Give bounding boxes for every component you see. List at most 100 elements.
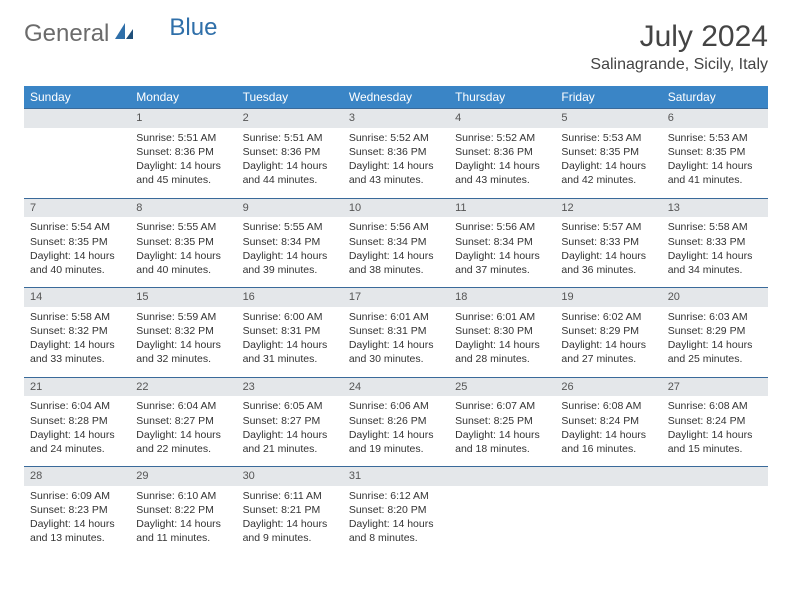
daylight-text: Daylight: 14 hours and 32 minutes.	[136, 338, 230, 366]
sunset-text: Sunset: 8:27 PM	[243, 414, 337, 428]
day-body: Sunrise: 6:09 AMSunset: 8:23 PMDaylight:…	[24, 486, 130, 556]
day-number: 2	[237, 109, 343, 128]
day-number: 5	[555, 109, 661, 128]
sunset-text: Sunset: 8:35 PM	[668, 145, 762, 159]
daylight-text: Daylight: 14 hours and 39 minutes.	[243, 249, 337, 277]
logo: General Blue	[24, 20, 217, 48]
day-body: Sunrise: 5:52 AMSunset: 8:36 PMDaylight:…	[449, 128, 555, 198]
day-body: Sunrise: 6:04 AMSunset: 8:27 PMDaylight:…	[130, 396, 236, 466]
month-title: July 2024	[590, 20, 768, 54]
day-number: 22	[130, 378, 236, 397]
daylight-text: Daylight: 14 hours and 8 minutes.	[349, 517, 443, 545]
sunset-text: Sunset: 8:34 PM	[455, 235, 549, 249]
calendar-body: 1Sunrise: 5:51 AMSunset: 8:36 PMDaylight…	[24, 109, 768, 556]
sunrise-text: Sunrise: 5:56 AM	[349, 220, 443, 234]
day-number: 10	[343, 199, 449, 218]
day-body	[449, 486, 555, 544]
day-number: 14	[24, 288, 130, 307]
sunset-text: Sunset: 8:21 PM	[243, 503, 337, 517]
sunrise-text: Sunrise: 6:12 AM	[349, 489, 443, 503]
day-number: 31	[343, 467, 449, 486]
day-number: 3	[343, 109, 449, 128]
day-number: 21	[24, 378, 130, 397]
weekday-saturday: Saturday	[662, 86, 768, 109]
day-body: Sunrise: 5:53 AMSunset: 8:35 PMDaylight:…	[555, 128, 661, 198]
daylight-text: Daylight: 14 hours and 15 minutes.	[668, 428, 762, 456]
sunrise-text: Sunrise: 5:52 AM	[455, 131, 549, 145]
day-body: Sunrise: 6:01 AMSunset: 8:30 PMDaylight:…	[449, 307, 555, 377]
calendar-day-cell: 29Sunrise: 6:10 AMSunset: 8:22 PMDayligh…	[130, 467, 236, 556]
calendar-day-cell: 11Sunrise: 5:56 AMSunset: 8:34 PMDayligh…	[449, 198, 555, 288]
day-number: 9	[237, 199, 343, 218]
calendar-day-cell: 21Sunrise: 6:04 AMSunset: 8:28 PMDayligh…	[24, 377, 130, 467]
day-body: Sunrise: 6:05 AMSunset: 8:27 PMDaylight:…	[237, 396, 343, 466]
calendar-day-cell: 20Sunrise: 6:03 AMSunset: 8:29 PMDayligh…	[662, 288, 768, 378]
sunset-text: Sunset: 8:32 PM	[136, 324, 230, 338]
sunrise-text: Sunrise: 6:01 AM	[349, 310, 443, 324]
sunset-text: Sunset: 8:26 PM	[349, 414, 443, 428]
day-body: Sunrise: 6:08 AMSunset: 8:24 PMDaylight:…	[555, 396, 661, 466]
daylight-text: Daylight: 14 hours and 16 minutes.	[561, 428, 655, 456]
calendar-day-cell: 24Sunrise: 6:06 AMSunset: 8:26 PMDayligh…	[343, 377, 449, 467]
calendar-day-cell: 12Sunrise: 5:57 AMSunset: 8:33 PMDayligh…	[555, 198, 661, 288]
day-number	[662, 467, 768, 486]
daylight-text: Daylight: 14 hours and 44 minutes.	[243, 159, 337, 187]
sunrise-text: Sunrise: 6:00 AM	[243, 310, 337, 324]
day-number: 4	[449, 109, 555, 128]
sunset-text: Sunset: 8:31 PM	[243, 324, 337, 338]
daylight-text: Daylight: 14 hours and 24 minutes.	[30, 428, 124, 456]
sunrise-text: Sunrise: 5:53 AM	[561, 131, 655, 145]
sunset-text: Sunset: 8:32 PM	[30, 324, 124, 338]
sunrise-text: Sunrise: 5:53 AM	[668, 131, 762, 145]
sunset-text: Sunset: 8:23 PM	[30, 503, 124, 517]
sunrise-text: Sunrise: 5:55 AM	[243, 220, 337, 234]
calendar-day-cell: 17Sunrise: 6:01 AMSunset: 8:31 PMDayligh…	[343, 288, 449, 378]
sunrise-text: Sunrise: 5:58 AM	[668, 220, 762, 234]
sunrise-text: Sunrise: 6:02 AM	[561, 310, 655, 324]
calendar-day-cell: 6Sunrise: 5:53 AMSunset: 8:35 PMDaylight…	[662, 109, 768, 199]
weekday-thursday: Thursday	[449, 86, 555, 109]
sunrise-text: Sunrise: 6:04 AM	[30, 399, 124, 413]
day-number: 29	[130, 467, 236, 486]
daylight-text: Daylight: 14 hours and 43 minutes.	[349, 159, 443, 187]
sunrise-text: Sunrise: 5:59 AM	[136, 310, 230, 324]
sunrise-text: Sunrise: 6:06 AM	[349, 399, 443, 413]
logo-text-blue: Blue	[169, 14, 217, 42]
calendar-day-cell	[662, 467, 768, 556]
sunset-text: Sunset: 8:36 PM	[136, 145, 230, 159]
sunset-text: Sunset: 8:25 PM	[455, 414, 549, 428]
daylight-text: Daylight: 14 hours and 11 minutes.	[136, 517, 230, 545]
day-number: 19	[555, 288, 661, 307]
calendar-day-cell: 13Sunrise: 5:58 AMSunset: 8:33 PMDayligh…	[662, 198, 768, 288]
sunset-text: Sunset: 8:29 PM	[561, 324, 655, 338]
day-number: 6	[662, 109, 768, 128]
weekday-tuesday: Tuesday	[237, 86, 343, 109]
day-number: 16	[237, 288, 343, 307]
logo-sail-icon	[113, 20, 135, 48]
day-body: Sunrise: 6:12 AMSunset: 8:20 PMDaylight:…	[343, 486, 449, 556]
sunrise-text: Sunrise: 6:03 AM	[668, 310, 762, 324]
day-number: 11	[449, 199, 555, 218]
daylight-text: Daylight: 14 hours and 40 minutes.	[30, 249, 124, 277]
sunset-text: Sunset: 8:24 PM	[668, 414, 762, 428]
daylight-text: Daylight: 14 hours and 9 minutes.	[243, 517, 337, 545]
calendar-week-row: 28Sunrise: 6:09 AMSunset: 8:23 PMDayligh…	[24, 467, 768, 556]
day-body: Sunrise: 6:08 AMSunset: 8:24 PMDaylight:…	[662, 396, 768, 466]
daylight-text: Daylight: 14 hours and 43 minutes.	[455, 159, 549, 187]
calendar-day-cell: 1Sunrise: 5:51 AMSunset: 8:36 PMDaylight…	[130, 109, 236, 199]
sunrise-text: Sunrise: 6:11 AM	[243, 489, 337, 503]
day-body: Sunrise: 5:53 AMSunset: 8:35 PMDaylight:…	[662, 128, 768, 198]
daylight-text: Daylight: 14 hours and 41 minutes.	[668, 159, 762, 187]
daylight-text: Daylight: 14 hours and 31 minutes.	[243, 338, 337, 366]
day-number	[24, 109, 130, 128]
sunrise-text: Sunrise: 5:55 AM	[136, 220, 230, 234]
day-body: Sunrise: 5:52 AMSunset: 8:36 PMDaylight:…	[343, 128, 449, 198]
weekday-wednesday: Wednesday	[343, 86, 449, 109]
sunset-text: Sunset: 8:34 PM	[243, 235, 337, 249]
sunrise-text: Sunrise: 6:07 AM	[455, 399, 549, 413]
daylight-text: Daylight: 14 hours and 38 minutes.	[349, 249, 443, 277]
calendar-day-cell: 8Sunrise: 5:55 AMSunset: 8:35 PMDaylight…	[130, 198, 236, 288]
calendar-day-cell: 30Sunrise: 6:11 AMSunset: 8:21 PMDayligh…	[237, 467, 343, 556]
location: Salinagrande, Sicily, Italy	[590, 56, 768, 74]
sunset-text: Sunset: 8:36 PM	[455, 145, 549, 159]
